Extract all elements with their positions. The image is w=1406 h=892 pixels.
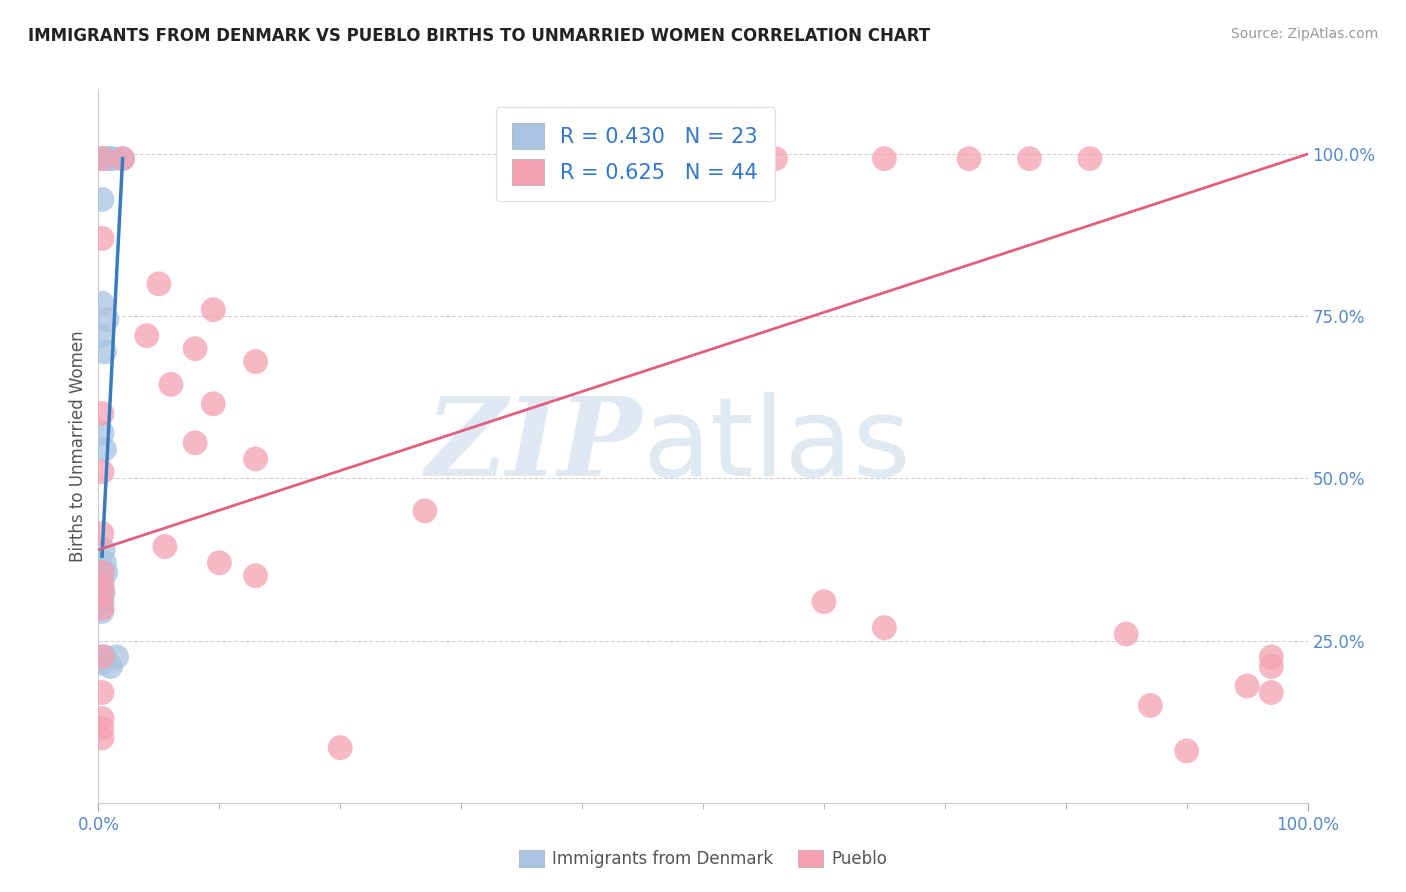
- Point: [93, 649, 115, 664]
- Point: [91, 649, 114, 664]
- Point: [202, 302, 225, 317]
- Point: [1139, 698, 1161, 713]
- Point: [153, 540, 176, 554]
- Point: [91, 566, 114, 580]
- Point: [765, 152, 787, 166]
- Point: [873, 621, 896, 635]
- Point: [98, 152, 121, 166]
- Point: [96, 312, 118, 326]
- Point: [1078, 152, 1101, 166]
- Point: [91, 601, 114, 615]
- Point: [91, 526, 114, 541]
- Y-axis label: Births to Unmarried Women: Births to Unmarried Women: [69, 330, 87, 562]
- Point: [91, 595, 114, 609]
- Point: [93, 556, 115, 570]
- Point: [101, 152, 124, 166]
- Point: [873, 152, 896, 166]
- Point: [208, 556, 231, 570]
- Point: [105, 649, 128, 664]
- Point: [91, 657, 114, 671]
- Point: [111, 152, 134, 166]
- Point: [91, 425, 114, 440]
- Point: [184, 435, 207, 450]
- Point: [91, 152, 114, 166]
- Point: [202, 397, 225, 411]
- Point: [91, 731, 114, 745]
- Text: IMMIGRANTS FROM DENMARK VS PUEBLO BIRTHS TO UNMARRIED WOMEN CORRELATION CHART: IMMIGRANTS FROM DENMARK VS PUEBLO BIRTHS…: [28, 27, 931, 45]
- Text: ZIP: ZIP: [426, 392, 643, 500]
- Point: [91, 231, 114, 245]
- Point: [245, 452, 267, 467]
- Point: [94, 152, 117, 166]
- Point: [245, 354, 267, 368]
- Point: [329, 740, 352, 755]
- Point: [245, 568, 267, 582]
- Point: [94, 566, 117, 580]
- Legend: Immigrants from Denmark, Pueblo: Immigrants from Denmark, Pueblo: [512, 843, 894, 875]
- Point: [91, 542, 114, 557]
- Point: [91, 328, 114, 343]
- Point: [91, 588, 114, 602]
- Point: [91, 465, 114, 479]
- Point: [160, 377, 183, 392]
- Point: [91, 575, 114, 590]
- Point: [148, 277, 170, 291]
- Point: [91, 296, 114, 310]
- Point: [1260, 685, 1282, 699]
- Point: [1175, 744, 1198, 758]
- Point: [91, 152, 114, 166]
- Point: [413, 504, 436, 518]
- Point: [93, 442, 115, 457]
- Point: [91, 585, 114, 599]
- Point: [1115, 627, 1137, 641]
- Point: [91, 193, 114, 207]
- Point: [91, 604, 114, 618]
- Point: [1236, 679, 1258, 693]
- Point: [1260, 649, 1282, 664]
- Point: [91, 711, 114, 725]
- Point: [91, 685, 114, 699]
- Point: [184, 342, 207, 356]
- Point: [93, 345, 115, 359]
- Point: [91, 407, 114, 421]
- Point: [111, 152, 134, 166]
- Point: [1260, 659, 1282, 673]
- Point: [91, 721, 114, 735]
- Point: [1018, 152, 1040, 166]
- Text: Source: ZipAtlas.com: Source: ZipAtlas.com: [1230, 27, 1378, 41]
- Point: [813, 595, 835, 609]
- Point: [100, 659, 122, 673]
- Point: [668, 152, 690, 166]
- Point: [135, 328, 157, 343]
- Point: [957, 152, 980, 166]
- Legend: R = 0.430   N = 23, R = 0.625   N = 44: R = 0.430 N = 23, R = 0.625 N = 44: [496, 107, 775, 202]
- Text: atlas: atlas: [643, 392, 911, 500]
- Point: [91, 578, 114, 592]
